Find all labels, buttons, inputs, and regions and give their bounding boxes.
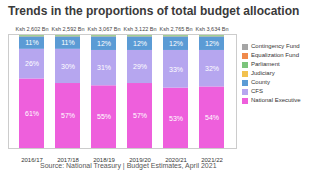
svg-text:2016/17: 2016/17	[21, 157, 43, 162]
svg-text:11%: 11%	[61, 39, 75, 46]
svg-text:55%: 55%	[97, 113, 111, 120]
html-text:Equalization Fund: Equalization Fund	[251, 52, 299, 58]
svg-text:61%: 61%	[25, 110, 39, 117]
svg-text:57%: 57%	[61, 112, 75, 119]
svg-text:Ksh 2,765 Bn: Ksh 2,765 Bn	[159, 26, 192, 32]
svg-text:Ksh 3,634 Bn: Ksh 3,634 Bn	[195, 26, 228, 32]
svg-text:30%: 30%	[61, 63, 75, 70]
svg-text:12%: 12%	[205, 40, 219, 47]
svg-text:26%: 26%	[25, 60, 39, 67]
svg-text:53%: 53%	[169, 115, 183, 122]
svg-text:33%: 33%	[169, 66, 183, 73]
svg-text:Ksh 3,067 Bn: Ksh 3,067 Bn	[87, 26, 120, 32]
html-text:Contingency Fund: Contingency Fund	[251, 43, 300, 49]
html-text:CFS: CFS	[251, 88, 263, 94]
svg-text:2020/21: 2020/21	[165, 157, 187, 162]
svg-text:57%: 57%	[133, 112, 147, 119]
svg-text:31%: 31%	[97, 64, 111, 71]
svg-text:29%: 29%	[133, 63, 147, 70]
svg-text:2017/18: 2017/18	[57, 157, 79, 162]
html-text:Judiciary: Judiciary	[251, 70, 275, 76]
svg-text:12%: 12%	[169, 40, 183, 47]
svg-text:Ksh 2,602 Bn: Ksh 2,602 Bn	[15, 26, 48, 32]
html-text:Parliament: Parliament	[251, 61, 280, 67]
svg-text:32%: 32%	[205, 65, 219, 72]
svg-text:2021/22: 2021/22	[201, 157, 223, 162]
html-text:National Executive: National Executive	[251, 97, 301, 103]
html-text:Trends in the proportions of t: Trends in the proportions of total budge…	[8, 4, 300, 18]
svg-text:12%: 12%	[97, 40, 111, 47]
html-text:County: County	[251, 79, 270, 85]
svg-text:Ksh 2,592 Bn: Ksh 2,592 Bn	[51, 26, 84, 32]
svg-text:12%: 12%	[133, 40, 147, 47]
svg-text:2018/19: 2018/19	[93, 157, 115, 162]
html-text:Source: National Treasury | Bu: Source: National Treasury | Budget Estim…	[40, 162, 217, 169]
svg-text:2019/20: 2019/20	[129, 157, 151, 162]
svg-text:54%: 54%	[205, 114, 219, 121]
svg-text:Ksh 3,122 Bn: Ksh 3,122 Bn	[123, 26, 156, 32]
svg-text:11%: 11%	[25, 39, 39, 46]
